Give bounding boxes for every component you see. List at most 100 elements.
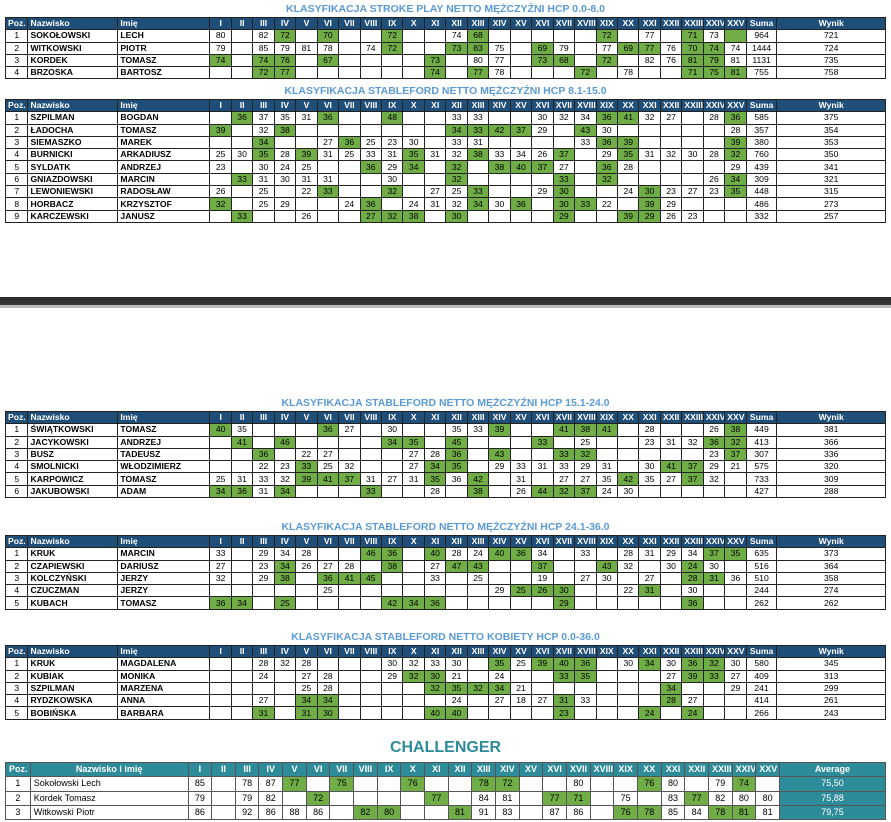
result-cell: 354 [776,123,886,137]
score-cell: 30 [488,197,511,211]
challenger-table: Poz. Nazwisko i imię I II III IV V VI VII VIII IX X… [5,761,887,821]
challenger-title: CHALLENGER [389,739,502,756]
score-cell: 31 [638,584,661,598]
score-cell: 75 [329,776,355,792]
score-cell [209,66,232,80]
score-cell: 31 [552,694,576,708]
score-cell: 31 [295,111,318,125]
score-cell [509,66,533,80]
score-cell: 37 [681,460,704,474]
result-cell: 243 [776,706,886,720]
score-cell [724,706,747,720]
score-cell: 33 [702,669,726,683]
score-cell: 80 [660,776,686,792]
score-cell: 29 [595,148,619,162]
score-cell [531,596,554,610]
column-header: III [234,761,260,778]
score-cell [681,681,704,696]
score-cell [552,135,576,150]
column-header: XII [445,98,468,113]
result-cell: 364 [776,559,886,573]
score-cell: 27 [552,160,576,174]
score-cell [518,790,544,806]
score-cell: 35 [445,460,468,474]
first-name-cell: TOMASZ [117,596,211,610]
score-cell: 77 [282,776,307,792]
score-cell: 79 [273,41,297,55]
score-cell [211,804,236,821]
average-cell: 75,50 [778,776,887,792]
column-header: X [400,761,426,778]
score-cell: 30 [702,559,726,573]
first-name-cell: BOGDAN [117,111,211,125]
table-row: 3 SZPILMAN MARZENA 25 28 32 35 32 34 21 34 29 241 299 [4,681,886,696]
column-header: XXIII [681,644,704,659]
result-cell: 345 [776,657,886,671]
column-header: XI [423,16,447,31]
score-cell [230,447,254,462]
score-cell: 41 [316,472,340,486]
score-cell: 39 [531,657,554,671]
score-cell: 75 [702,66,726,80]
score-cell [359,53,383,68]
score-cell [531,423,554,437]
score-cell [381,53,404,68]
table-row: 6 JAKUBOWSKI ADAM 34 36 31 34 33 28 38 26 44 32 37 24 3… [4,484,886,499]
score-cell: 28 [252,657,275,671]
score-cell: 38 [466,484,490,499]
score-cell: 34 [402,160,425,174]
score-cell: 28 [445,547,468,561]
score-cell [445,596,468,610]
score-cell [574,172,597,187]
score-cell: 38 [574,423,597,437]
score-cell: 73 [445,41,468,55]
score-cell [338,547,361,561]
column-header: X [402,410,425,425]
score-cell [531,66,554,80]
surname-cell: KORDEK [27,53,119,68]
score-cell: 33 [509,460,533,474]
score-cell: 29 [552,596,576,610]
column-header: XXV [724,534,747,549]
score-cell [305,776,331,792]
table-row: 2 WITKOWSKI PIOTR 79 85 79 81 78 74 72 73 83 75 69 79 7… [4,41,886,55]
score-cell [509,29,533,43]
column-header: II [230,98,254,113]
score-cell [509,423,533,437]
score-cell: 68 [552,53,576,68]
column-header: VIII [359,644,383,659]
score-cell: 35 [574,669,597,683]
score-cell [423,435,447,449]
score-cell: 35 [273,111,297,125]
column-header: I [209,534,232,549]
score-cell: 81 [295,41,318,55]
score-cell: 33 [230,172,254,187]
score-cell [209,657,232,671]
column-header: Poz. [4,410,29,425]
score-cell [659,447,683,462]
score-cell: 34 [509,148,533,162]
score-cell [230,657,254,671]
score-cell: 82 [707,790,733,806]
score-cell: 25 [316,584,340,598]
result-cell: 721 [776,29,886,43]
score-cell [359,669,383,683]
score-cell: 27 [295,669,318,683]
score-cell: 33 [552,460,576,474]
score-cell [509,53,533,68]
score-cell: 35 [724,547,747,561]
result-cell: 758 [776,66,886,80]
score-cell: 31 [252,172,275,187]
position-cell: 2 [4,559,29,573]
score-cell: 74 [252,53,275,68]
score-cell [681,197,704,211]
score-cell: 28 [724,123,747,137]
score-cell: 39 [681,669,704,683]
column-header: XIII [471,761,497,778]
score-cell [402,584,425,598]
score-cell: 24 [273,160,297,174]
score-cell [531,669,554,683]
score-cell: 32 [252,123,275,137]
score-cell [295,596,318,610]
column-header: XVI [531,16,554,31]
